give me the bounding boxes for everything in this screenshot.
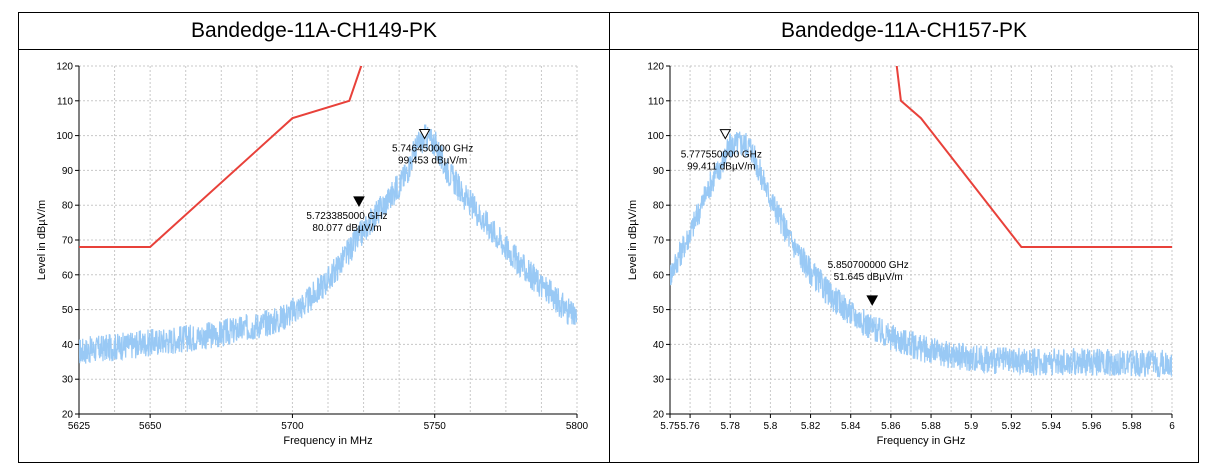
x-axis-title: Frequency in GHz <box>877 435 966 447</box>
x-tick-label: 5.96 <box>1082 421 1102 432</box>
marker-hollow-triangle <box>418 129 431 140</box>
limit-line <box>895 66 1172 248</box>
x-tick-label: 6 <box>1169 421 1175 432</box>
x-tick-label: 5800 <box>566 421 589 432</box>
table-header-row: Bandedge-11A-CH149-PK Bandedge-11A-CH157… <box>18 12 1199 50</box>
marker-hollow-triangle <box>719 129 732 140</box>
x-tick-label: 5625 <box>68 421 91 432</box>
y-tick-label: 100 <box>647 131 664 142</box>
y-axis-title: Level in dBµV/m <box>36 200 48 280</box>
y-tick-label: 90 <box>653 166 665 177</box>
y-tick-label: 30 <box>62 375 74 386</box>
y-tick-label: 110 <box>57 96 73 107</box>
measurement-trace <box>79 124 577 364</box>
plot-area <box>670 66 1172 378</box>
y-tick-label: 90 <box>62 166 74 177</box>
y-tick-label: 100 <box>56 131 73 142</box>
header-cell-ch157: Bandedge-11A-CH157-PK <box>609 12 1199 50</box>
marker-frequency-label: 5.723385000 GHz <box>306 211 387 222</box>
x-axis-title: Frequency in MHz <box>283 435 372 447</box>
y-tick-label: 20 <box>653 410 665 421</box>
x-tick-label: 5.86 <box>881 421 901 432</box>
y-tick-label: 110 <box>648 96 664 107</box>
results-table: Bandedge-11A-CH149-PK Bandedge-11A-CH157… <box>18 12 1199 463</box>
y-tick-label: 60 <box>653 270 665 281</box>
x-tick-label: 5.76 <box>680 421 700 432</box>
top-strip <box>0 0 1214 12</box>
y-tick-label: 30 <box>653 375 665 386</box>
y-tick-label: 60 <box>62 270 74 281</box>
marker-frequency-label: 5.746450000 GHz <box>392 144 473 155</box>
plot-cell-ch157: 20 30 40 50 60 70 80 90 100 110 120 5.75 5.76 5.78 5.8… <box>609 49 1199 463</box>
x-tick-label: 5.82 <box>801 421 821 432</box>
y-tick-label: 80 <box>62 201 74 212</box>
x-tick-label: 5700 <box>281 421 304 432</box>
y-tick-label: 50 <box>62 305 74 316</box>
x-tick-label: 5.84 <box>841 421 861 432</box>
marker-frequency-label: 5.777550000 GHz <box>681 150 762 161</box>
x-tick-label: 5.9 <box>964 421 978 432</box>
x-tick-label: 5.75 <box>660 421 680 432</box>
y-tick-label: 70 <box>62 236 74 247</box>
marker-level-label: 80.077 dBµV/m <box>312 223 381 234</box>
x-tick-label: 5650 <box>139 421 162 432</box>
marker-level-label: 51.645 dBµV/m <box>834 272 903 283</box>
marker-filled-triangle <box>866 295 879 306</box>
x-tick-label: 5750 <box>424 421 447 432</box>
x-tick-label: 5.78 <box>721 421 741 432</box>
plot-cell-ch149: 20 30 40 50 60 70 80 90 100 110 120 5625 5650 5700 575… <box>18 49 610 463</box>
limit-line <box>79 66 363 248</box>
y-tick-label: 40 <box>62 340 74 351</box>
chart-ch157: 20 30 40 50 60 70 80 90 100 110 120 5.75 5.76 5.78 5.8… <box>627 62 1175 448</box>
y-tick-label: 50 <box>653 305 665 316</box>
y-tick-label: 120 <box>647 62 664 73</box>
marker-level-label: 99.411 dBµV/m <box>687 162 755 173</box>
table-plot-row: 20 30 40 50 60 70 80 90 100 110 120 5625 5650 5700 575… <box>18 49 1199 463</box>
y-tick-label: 120 <box>56 62 73 73</box>
y-tick-label: 20 <box>62 410 74 421</box>
y-tick-label: 70 <box>653 236 665 247</box>
marker-level-label: 99.453 dBµV/m <box>398 156 467 167</box>
y-tick-label: 80 <box>653 201 665 212</box>
x-tick-label: 5.92 <box>1002 421 1022 432</box>
header-cell-ch149: Bandedge-11A-CH149-PK <box>18 12 610 50</box>
y-axis-title: Level in dBµV/m <box>627 200 639 280</box>
x-tick-label: 5.98 <box>1122 421 1142 432</box>
marker-filled-triangle <box>353 196 365 207</box>
measurement-trace <box>670 131 1172 378</box>
marker-frequency-label: 5.850700000 GHz <box>828 260 909 271</box>
x-tick-label: 5.8 <box>763 421 777 432</box>
y-tick-label: 40 <box>653 340 665 351</box>
x-tick-label: 5.94 <box>1042 421 1062 432</box>
x-tick-label: 5.88 <box>921 421 941 432</box>
chart-ch149: 20 30 40 50 60 70 80 90 100 110 120 5625 5650 5700 575… <box>36 62 589 448</box>
plot-area <box>79 66 577 364</box>
